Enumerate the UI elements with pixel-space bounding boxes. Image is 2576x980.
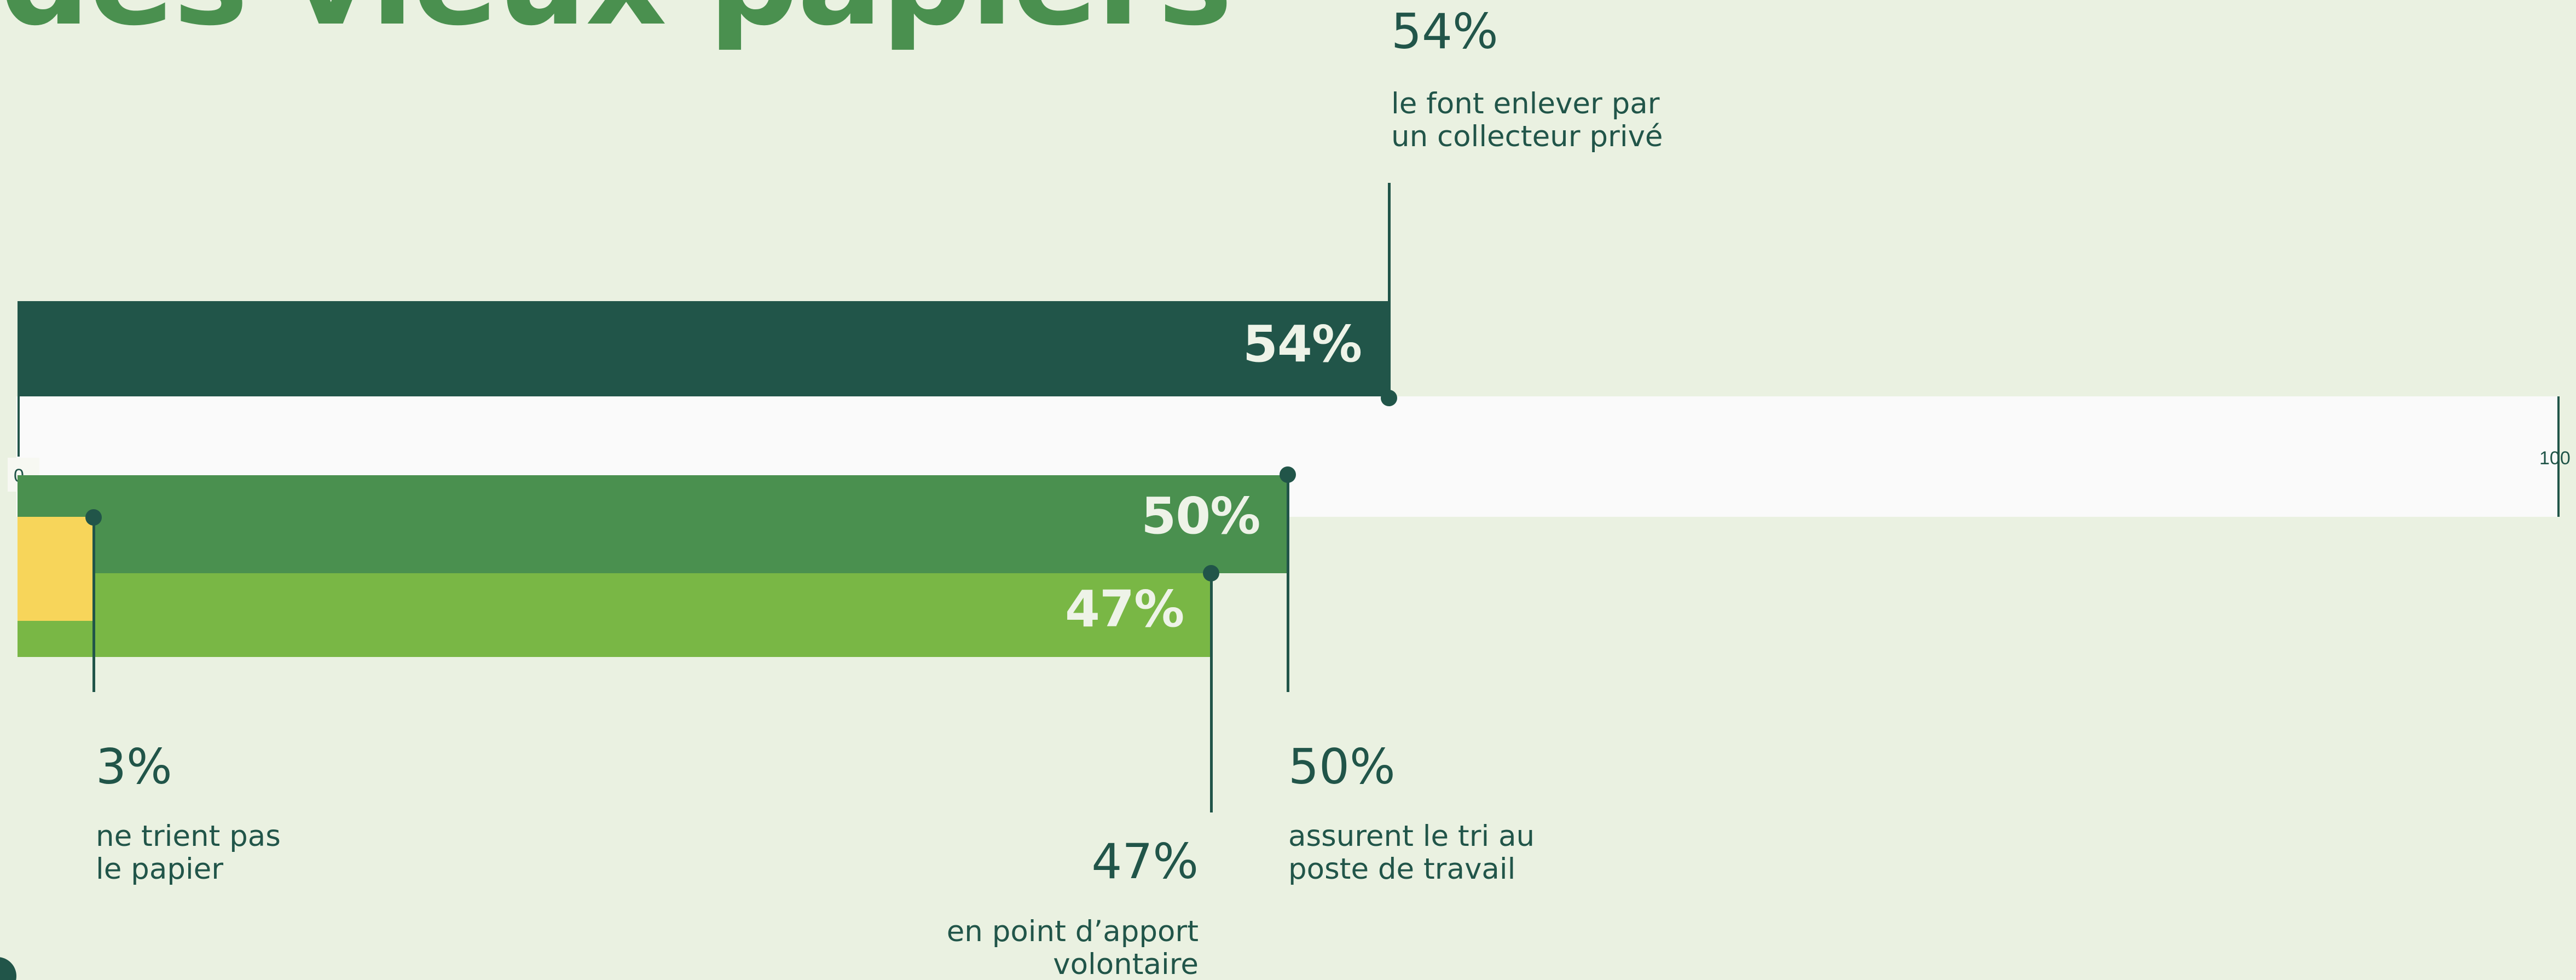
axis-tick-zero bbox=[18, 396, 20, 457]
leader-collector bbox=[1388, 183, 1391, 396]
annotation-percent-workstation: 50% bbox=[1288, 739, 1396, 795]
annotation-line: un collecteur privé bbox=[1391, 120, 1663, 153]
bar-label-collector: 54% bbox=[1242, 315, 1362, 373]
annotation-text-not-sorting: ne trient pas le papier bbox=[96, 820, 281, 886]
leader-dropoff bbox=[1210, 573, 1213, 812]
annotation-line: ne trient pas bbox=[96, 820, 281, 853]
annotation-text-collector: le font enlever par un collecteur privé bbox=[1391, 88, 1663, 153]
annotation-line: le font enlever par bbox=[1391, 87, 1660, 120]
annotation-percent-dropoff: 47% bbox=[1091, 833, 1199, 890]
corner-decoration bbox=[0, 957, 16, 980]
annotation-percent-collector: 54% bbox=[1391, 3, 1498, 60]
bar-label-dropoff: 47% bbox=[1065, 580, 1184, 638]
annotation-line: le papier bbox=[96, 852, 224, 886]
annotation-line: assurent le tri au bbox=[1288, 820, 1535, 853]
annotation-line: volontaire bbox=[1053, 948, 1199, 980]
chart-title: des vieux papiers bbox=[0, 0, 1232, 44]
axis-label-hundred: 100 bbox=[2539, 448, 2571, 469]
dot-dropoff bbox=[1203, 565, 1220, 581]
bar-workstation bbox=[18, 475, 1288, 573]
annotation-percent-not-sorting: 3% bbox=[96, 739, 172, 795]
bar-not-sorting bbox=[18, 517, 94, 621]
bar-label-workstation: 50% bbox=[1141, 487, 1260, 545]
dot-workstation bbox=[1279, 466, 1296, 483]
annotation-line: poste de travail bbox=[1288, 852, 1516, 886]
annotation-text-dropoff: en point d’apport volontaire bbox=[876, 915, 1199, 980]
leader-workstation bbox=[1286, 475, 1289, 692]
bar-dropoff bbox=[18, 573, 1212, 657]
axis-tick-hundred bbox=[2557, 396, 2560, 517]
bar-collector bbox=[18, 301, 1390, 396]
leader-not-sorting bbox=[92, 517, 96, 692]
dot-not-sorting bbox=[85, 509, 102, 526]
annotation-text-workstation: assurent le tri au poste de travail bbox=[1288, 820, 1535, 886]
dot-collector bbox=[1381, 390, 1398, 406]
annotation-line: en point d’apport bbox=[946, 915, 1199, 948]
